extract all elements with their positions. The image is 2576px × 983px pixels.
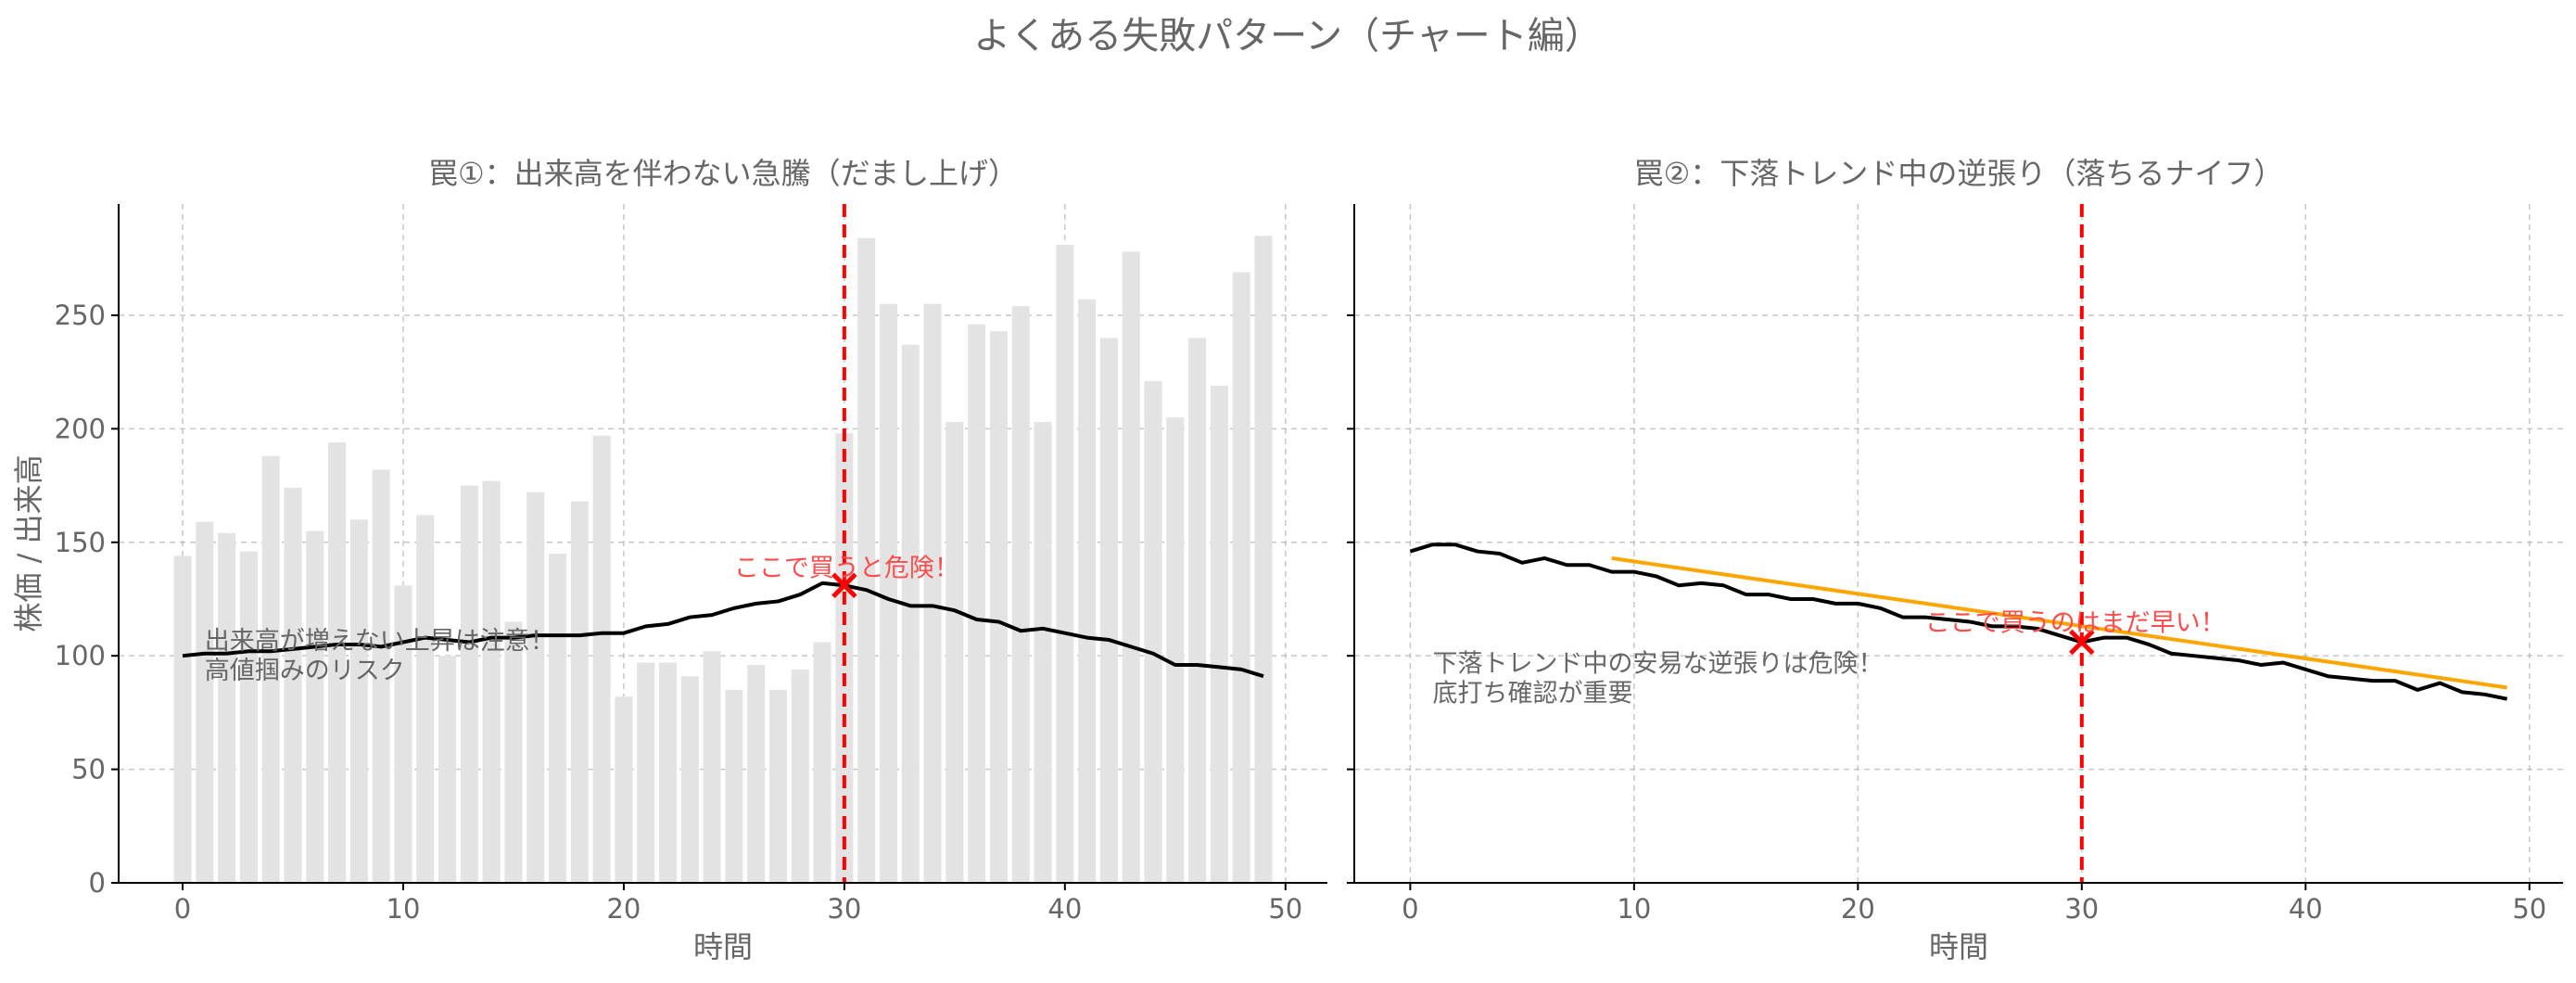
- note-annotation: 出来高が増えない上昇は注意！: [205, 627, 555, 656]
- volume-bar: [416, 515, 435, 883]
- x-tick-label: 10: [387, 893, 421, 925]
- panel-title: 罠②：下落トレンド中の逆張り（落ちるナイフ）: [1634, 156, 2284, 191]
- volume-bar: [549, 554, 567, 883]
- volume-bar: [768, 689, 788, 883]
- volume-bar: [196, 521, 214, 883]
- volume-bar: [173, 555, 192, 883]
- x-axis-label: 時間: [693, 929, 753, 964]
- volume-bar: [239, 551, 258, 883]
- entry-marker: [2069, 629, 2095, 656]
- volume-bar: [1166, 417, 1185, 883]
- volume-bar: [945, 422, 964, 883]
- panel-title: 罠①：出来高を伴わない急騰（だまし上げ）: [428, 156, 1018, 191]
- volume-bar: [306, 530, 324, 883]
- volume-bar: [261, 455, 280, 883]
- x-tick-label: 20: [1841, 893, 1875, 925]
- volume-bar: [747, 664, 766, 883]
- volume-bar: [813, 642, 831, 883]
- volume-bar: [372, 469, 390, 883]
- volume-bar: [438, 656, 457, 883]
- volume-bar: [1078, 299, 1097, 883]
- left-chart-panel: 罠①：出来高を伴わない急騰（だまし上げ） ここで買うと危険！ 出来高が増えない上昇は…: [11, 156, 1327, 964]
- volume-bar: [284, 488, 302, 883]
- danger-annotation: ここで買うのはまだ早い！: [1925, 608, 2226, 637]
- volume-bar: [1056, 245, 1074, 883]
- y-tick-label: 200: [55, 413, 106, 444]
- x-tick-label: 50: [2512, 893, 2546, 925]
- y-tick-label: 250: [55, 300, 106, 331]
- volume-bar: [725, 689, 743, 883]
- volume-bar: [218, 532, 236, 883]
- y-tick-label: 0: [89, 867, 106, 899]
- volume-bar: [989, 331, 1008, 883]
- price-line: [1409, 543, 2508, 701]
- x-tick-label: 0: [1402, 893, 1418, 925]
- x-tick-label: 0: [174, 893, 191, 925]
- volume-bar: [968, 324, 986, 883]
- y-axis-label: 株価 / 出来高: [11, 454, 46, 632]
- volume-bar: [680, 676, 699, 883]
- volume-bar: [394, 585, 412, 883]
- x-tick-label: 40: [1047, 893, 1082, 925]
- volume-bar: [1188, 338, 1207, 883]
- volume-bar: [857, 237, 876, 883]
- volume-bar: [923, 303, 942, 883]
- volume-bar: [658, 662, 678, 883]
- y-tick-label: 100: [55, 640, 106, 671]
- volume-bar: [328, 442, 347, 883]
- y-tick-label: 150: [55, 527, 106, 558]
- volume-bar: [349, 519, 368, 883]
- figure-title: よくある失敗パターン（チャート編）: [973, 15, 1602, 57]
- volume-bar: [1232, 272, 1250, 883]
- volume-bar: [527, 492, 545, 883]
- right-chart-panel: 罠②：下落トレンド中の逆張り（落ちるナイフ） ここで買うのはまだ早い！ 下落トレンド…: [1347, 156, 2563, 964]
- marker-stroke: [831, 572, 857, 599]
- volume-bar: [570, 501, 589, 883]
- volume-bar: [1099, 338, 1118, 883]
- volume-bar: [460, 485, 478, 883]
- volume-bar: [1034, 422, 1052, 883]
- volume-bar: [879, 303, 897, 883]
- y-tick-label: 50: [71, 754, 106, 785]
- volume-bar: [592, 435, 611, 883]
- volume-bar: [901, 344, 920, 883]
- volume-bar: [1144, 380, 1162, 883]
- x-tick-label: 30: [2064, 893, 2099, 925]
- volume-bar: [504, 621, 523, 883]
- x-tick-label: 10: [1617, 893, 1651, 925]
- x-axis-label: 時間: [1929, 929, 1988, 964]
- volume-bar: [637, 662, 655, 883]
- note-annotation: 下落トレンド中の安易な逆張りは危険！: [1433, 649, 1884, 678]
- volume-bar: [615, 696, 633, 883]
- volume-bar: [703, 651, 721, 883]
- x-tick-label: 30: [827, 893, 861, 925]
- volume-bar: [1210, 385, 1228, 883]
- trend-line: [1611, 555, 2507, 690]
- volume-bar: [1122, 251, 1140, 883]
- x-tick-label: 40: [2289, 893, 2323, 925]
- note-annotation: 高値掴みのリスク: [205, 657, 405, 685]
- x-tick-label: 50: [1268, 893, 1302, 925]
- volume-bar: [791, 669, 809, 883]
- entry-marker: [831, 572, 857, 599]
- marker-stroke: [2069, 629, 2095, 656]
- note-annotation: 底打ち確認が重要: [1433, 679, 1633, 708]
- volume-bar: [1254, 236, 1273, 884]
- volume-bar: [482, 480, 501, 883]
- x-tick-label: 20: [606, 893, 641, 925]
- danger-annotation: ここで買うと危険！: [734, 554, 959, 582]
- price-line: [182, 581, 1264, 679]
- volume-bar: [1011, 306, 1030, 883]
